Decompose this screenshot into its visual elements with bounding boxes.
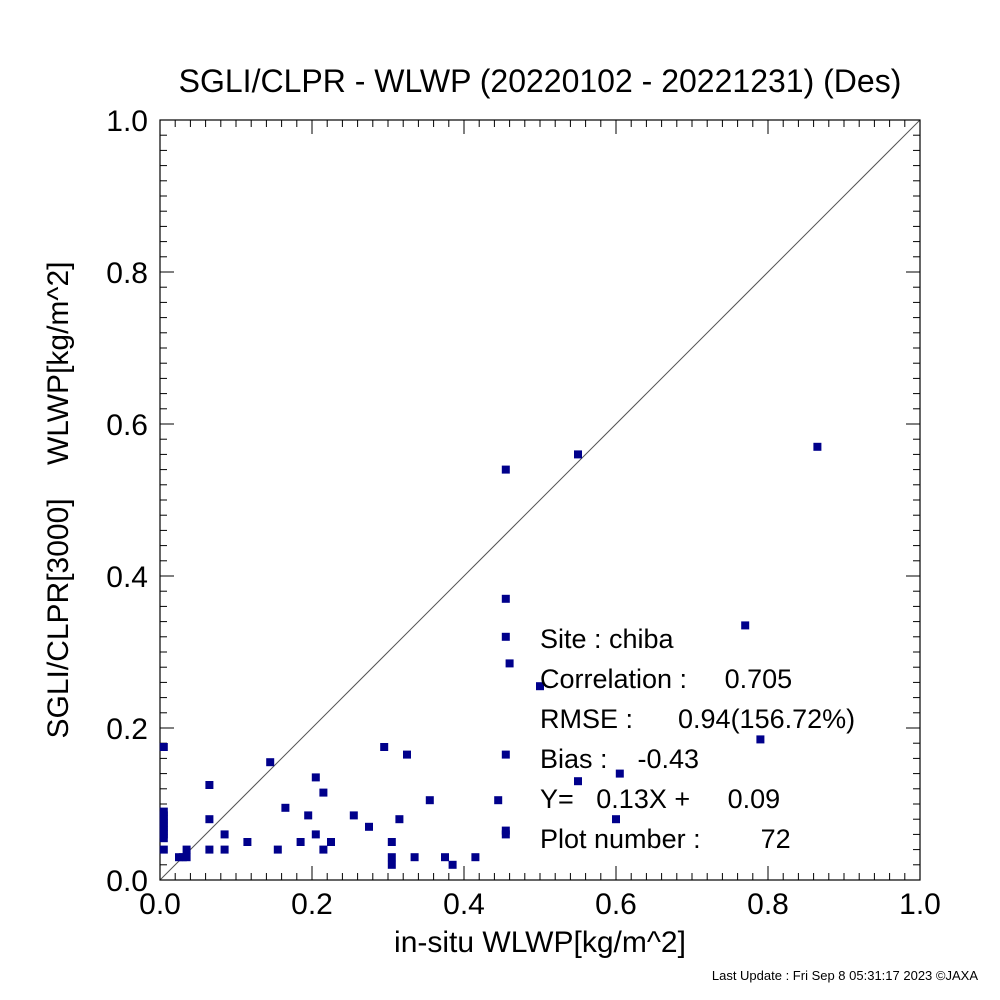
legend-site: Site : chiba <box>540 624 675 654</box>
data-point <box>182 853 191 862</box>
data-point <box>205 845 214 854</box>
chart-title: SGLI/CLPR - WLWP (20220102 - 20221231) (… <box>179 63 902 99</box>
data-point <box>441 853 449 862</box>
data-point <box>349 811 358 820</box>
data-point <box>425 796 434 805</box>
x-axis-label: in-situ WLWP[kg/m^2] <box>394 926 686 959</box>
legend-rmse: RMSE : 0.94(156.72%) <box>540 704 855 734</box>
data-point <box>319 845 328 854</box>
y-tick-label: 0.0 <box>106 865 148 898</box>
stats-legend: Site : chiba Correlation : 0.705 RMSE : … <box>540 624 855 854</box>
data-point <box>403 750 411 759</box>
data-point <box>756 735 765 744</box>
x-tick-label: 1.0 <box>899 888 941 921</box>
data-point <box>612 815 620 824</box>
data-point <box>501 465 510 474</box>
data-points <box>159 442 822 869</box>
data-point <box>574 777 582 786</box>
data-point <box>494 796 503 805</box>
data-point <box>501 632 510 641</box>
y-tick-label: 0.8 <box>106 257 148 290</box>
data-point <box>471 853 480 862</box>
data-point <box>574 450 582 459</box>
data-point <box>501 594 510 603</box>
data-point <box>311 830 320 839</box>
data-point <box>615 769 624 778</box>
data-point <box>159 743 168 751</box>
one-to-one-line <box>159 119 921 881</box>
data-point <box>501 830 510 839</box>
data-point <box>319 788 328 797</box>
y-tick-label: 0.6 <box>106 409 148 442</box>
data-point <box>387 853 396 862</box>
data-point <box>741 621 750 630</box>
y-tick-label: 0.4 <box>106 561 148 594</box>
data-point <box>501 750 510 759</box>
data-point <box>395 815 404 824</box>
data-point <box>380 743 389 751</box>
data-point <box>281 803 290 812</box>
data-point <box>410 853 419 862</box>
data-point <box>273 845 282 854</box>
y-tick-label: 1.0 <box>106 105 148 138</box>
data-point <box>327 838 335 846</box>
data-point <box>505 659 514 668</box>
data-point <box>536 682 544 691</box>
y-tick-label: 0.2 <box>106 713 148 746</box>
data-point <box>387 860 396 869</box>
x-tick-label: 0.0 <box>139 888 181 921</box>
data-point <box>182 845 191 854</box>
x-tick-label: 0.6 <box>595 888 637 921</box>
legend-correlation: Correlation : 0.705 <box>540 664 792 694</box>
x-tick-label: 0.4 <box>443 888 485 921</box>
data-point <box>159 834 168 843</box>
axis-ticks: 0.0 0.2 0.4 0.6 0.8 1.0 0.0 0.2 0.4 0.6 0.8 1.0 <box>106 105 941 921</box>
data-point <box>205 781 214 789</box>
data-point <box>205 815 214 824</box>
x-tick-label: 0.2 <box>291 888 333 921</box>
legend-fit: Y= 0.13X + 0.09 <box>540 784 780 814</box>
data-point <box>220 830 229 839</box>
data-point <box>448 860 457 869</box>
data-point <box>159 845 168 854</box>
data-point <box>266 758 275 767</box>
legend-count: Plot number : 72 <box>540 824 791 854</box>
data-point <box>304 811 313 820</box>
data-point <box>243 838 252 846</box>
data-point <box>220 845 229 854</box>
legend-bias: Bias : -0.43 <box>540 744 699 774</box>
data-point <box>813 442 822 451</box>
data-point <box>365 822 373 831</box>
data-point <box>311 773 320 782</box>
y-axis-label: SGLI/CLPR[3000] WLWP[kg/m^2] <box>42 261 75 738</box>
last-update-footer: Last Update : Fri Sep 8 05:31:17 2023 ©J… <box>711 968 978 983</box>
data-point <box>296 838 305 846</box>
x-tick-label: 0.8 <box>747 888 789 921</box>
data-point <box>387 838 396 846</box>
